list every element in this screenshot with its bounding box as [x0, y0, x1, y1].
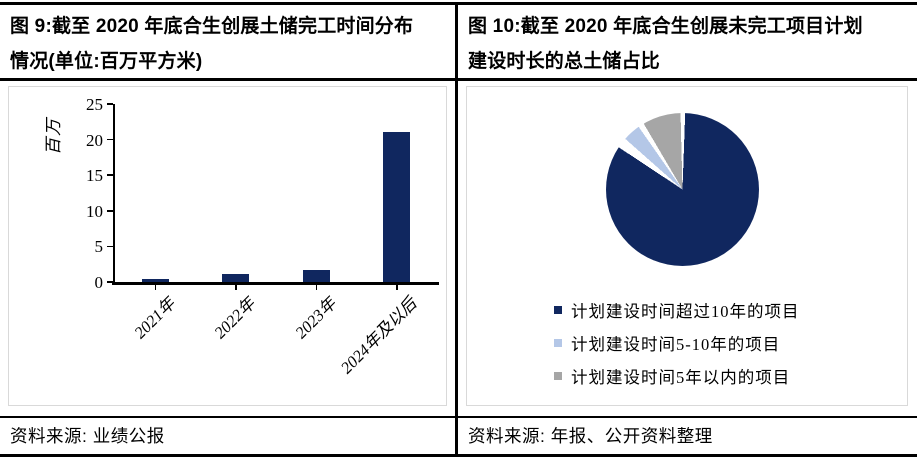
- figure10-title-line2: 建设时长的总土储占比: [468, 51, 661, 72]
- legend-marker-square: [554, 338, 562, 347]
- x-axis-category-label-text: 2022年: [210, 293, 260, 343]
- y-axis-tick-label: 25: [86, 95, 103, 114]
- x-axis-category-label-text: 2021年: [130, 293, 179, 343]
- y-axis-tick: [107, 138, 113, 141]
- y-axis-tick: [107, 245, 113, 248]
- x-axis-category-label-text: 2023年: [291, 293, 340, 343]
- legend-label: 计划建设时间5年以内的项目: [571, 367, 791, 387]
- pie-chart: [606, 113, 759, 266]
- bar-chart-plot-area: 0 5 10 15 20 25 2021年 2022年 2023年 2024年及以后: [86, 96, 439, 377]
- x-axis-line: [112, 282, 439, 285]
- legend-item: 计划建设时间5年以内的项目: [554, 359, 800, 392]
- y-axis-tick-label: 15: [86, 166, 103, 186]
- figure9-source: 资料来源: 业绩公报: [10, 426, 165, 446]
- figure9-title-line2: 情况(单位:百万平方米): [10, 51, 203, 72]
- x-axis-tick: [396, 284, 398, 290]
- column-divider: [455, 2, 458, 457]
- top-rule: [0, 2, 917, 5]
- x-axis-tick: [154, 284, 156, 290]
- legend-item: 计划建设时间超过10年的项目: [554, 293, 800, 326]
- y-axis-line: [113, 104, 115, 284]
- figure10-title-line1: 图 10:截至 2020 年底合生创展未完工项目计划: [468, 16, 863, 37]
- figure9-title: 图 9:截至 2020 年底合生创展土储完工时间分布 情况(单位:百万平方米): [10, 9, 450, 79]
- bar: [302, 269, 330, 282]
- y-axis-tick: [107, 103, 113, 105]
- y-axis-tick-label: 10: [86, 201, 103, 221]
- legend-marker-square: [554, 305, 562, 314]
- pie-chart-figure: 计划建设时间超过10年的项目 计划建设时间5-10年的项目 计划建设时间5年以内的项…: [466, 86, 908, 406]
- x-axis-tick: [235, 284, 237, 290]
- bar: [141, 279, 169, 282]
- legend-marker-square: [554, 371, 562, 380]
- bottom-rule: [0, 454, 917, 457]
- y-axis-tick-label: 0: [94, 273, 104, 292]
- y-axis-tick-label: 5: [94, 237, 104, 257]
- legend-label: 计划建设时间超过10年的项目: [571, 301, 800, 321]
- y-axis-tick: [107, 174, 113, 176]
- figure10-source: 资料来源: 年报、公开资料整理: [468, 426, 713, 446]
- x-axis-tick: [315, 284, 317, 290]
- bar-chart-figure: 百万 0 5 10 15 20 25 2021年 2022年 2023年 2024年及以后: [8, 86, 447, 406]
- x-axis-category-label-text: 2024年及以后: [336, 293, 421, 378]
- y-axis-tick: [107, 281, 113, 283]
- source-top-rule: [0, 415, 917, 418]
- y-axis-tick: [107, 210, 113, 212]
- legend-item: 计划建设时间5-10年的项目: [554, 326, 800, 359]
- bar: [222, 274, 250, 282]
- bar: [383, 132, 411, 282]
- y-axis-tick-label: 20: [86, 130, 103, 150]
- figure9-title-line1: 图 9:截至 2020 年底合生创展土储完工时间分布: [10, 16, 414, 37]
- legend-label: 计划建设时间5-10年的项目: [571, 334, 781, 354]
- pie-legend: 计划建设时间超过10年的项目 计划建设时间5-10年的项目 计划建设时间5年以内的项…: [554, 293, 800, 392]
- title-bottom-rule: [0, 78, 917, 81]
- figure10-title: 图 10:截至 2020 年底合生创展未完工项目计划 建设时长的总土储占比: [468, 9, 913, 79]
